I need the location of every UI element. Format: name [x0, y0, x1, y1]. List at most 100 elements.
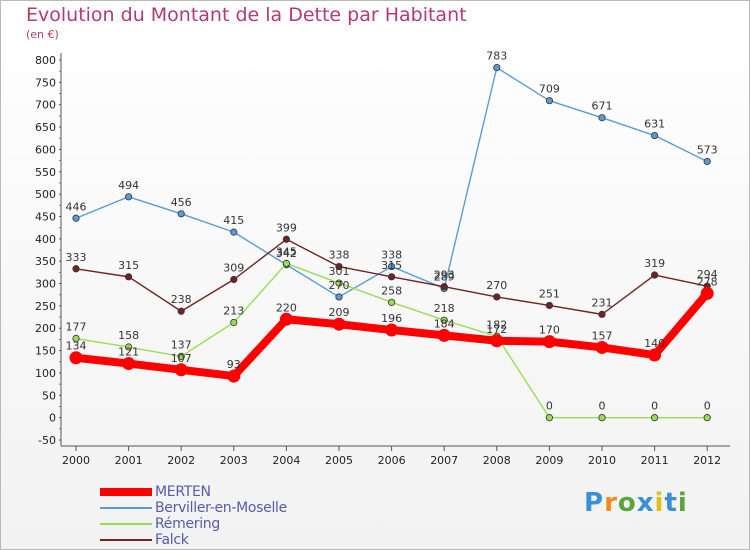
- data-label: 278: [697, 275, 718, 288]
- legend-swatch: [100, 539, 152, 541]
- data-point: [72, 265, 80, 273]
- data-label: 218: [434, 302, 455, 315]
- y-tick-label: 700: [35, 99, 56, 112]
- y-tick-label: 400: [35, 233, 56, 246]
- x-tick-label: 2010: [588, 454, 616, 467]
- data-label: 270: [329, 279, 350, 292]
- data-point: [542, 335, 556, 349]
- data-label: 251: [539, 287, 560, 300]
- data-label: 709: [539, 83, 560, 96]
- chart-title: Evolution du Montant de la Dette par Hab…: [26, 4, 467, 26]
- data-label: 333: [66, 251, 87, 264]
- data-point: [335, 293, 343, 301]
- data-label: 170: [539, 324, 560, 337]
- data-label: 399: [276, 221, 297, 234]
- data-point: [282, 259, 290, 268]
- data-label: 631: [644, 118, 665, 131]
- y-tick-label: 750: [35, 76, 56, 89]
- legend-label: Berviller-en-Moselle: [155, 500, 287, 516]
- data-point: [227, 369, 241, 383]
- logo-letter: x: [636, 488, 655, 518]
- y-tick-label: 500: [35, 188, 56, 201]
- data-label: 134: [66, 340, 87, 353]
- data-point: [282, 235, 290, 243]
- y-tick-label: 100: [35, 367, 56, 380]
- legend-label: Falck: [155, 532, 189, 548]
- data-label: 446: [66, 200, 87, 213]
- data-label: 573: [697, 143, 718, 156]
- data-point: [545, 414, 554, 422]
- data-point: [490, 334, 504, 348]
- y-unit-label: (en €): [26, 28, 59, 41]
- data-point: [650, 131, 659, 140]
- data-label: 671: [592, 100, 613, 113]
- x-tick-label: 2000: [62, 454, 90, 467]
- data-label: 93: [227, 358, 241, 371]
- x-tick-label: 2001: [115, 454, 143, 467]
- data-label: 157: [592, 329, 613, 342]
- data-point: [598, 114, 606, 122]
- logo-letter: i: [654, 488, 665, 518]
- data-point: [177, 352, 185, 360]
- data-point: [125, 193, 133, 201]
- data-label: 196: [381, 312, 402, 325]
- data-point: [598, 414, 606, 422]
- legend-label: Rémering: [155, 516, 220, 532]
- y-tick-label: 800: [35, 54, 56, 67]
- legend-swatch: [100, 507, 152, 509]
- y-tick-label: 450: [35, 210, 56, 223]
- data-label: 177: [66, 321, 87, 334]
- data-label: 0: [704, 400, 711, 413]
- x-tick-label: 2004: [272, 454, 300, 467]
- y-tick-label: 650: [35, 121, 56, 134]
- data-label: 338: [381, 249, 402, 262]
- data-point: [650, 271, 659, 279]
- x-tick-label: 2008: [483, 454, 511, 467]
- legend-swatch: [100, 523, 152, 525]
- data-point: [230, 318, 238, 327]
- data-label: 0: [546, 400, 553, 413]
- data-point: [650, 414, 659, 422]
- data-label: 213: [223, 304, 244, 317]
- logo-letter: P: [584, 488, 605, 518]
- data-label: 783: [486, 50, 507, 63]
- data-label: 107: [171, 352, 192, 365]
- data-label: 0: [651, 400, 658, 413]
- data-point: [595, 340, 609, 354]
- data-label: 456: [171, 196, 192, 209]
- data-label: 231: [592, 296, 613, 309]
- data-point: [230, 228, 238, 236]
- y-tick-label: 250: [35, 300, 56, 313]
- data-point: [437, 328, 451, 342]
- legend-label: MERTEN: [155, 484, 211, 500]
- logo-letter: t: [664, 488, 678, 518]
- data-point: [440, 283, 448, 291]
- data-point: [387, 273, 396, 281]
- data-point: [440, 316, 448, 324]
- data-label: 342: [276, 247, 297, 260]
- legend-swatch: [100, 488, 152, 496]
- data-point: [174, 363, 188, 377]
- data-label: 209: [329, 306, 350, 319]
- y-tick-label: 350: [35, 255, 56, 268]
- data-point: [545, 97, 554, 105]
- y-tick-label: 550: [35, 166, 56, 179]
- y-tick-label: 50: [42, 389, 56, 402]
- data-label: 315: [381, 259, 402, 272]
- data-point: [72, 214, 80, 222]
- x-tick-label: 2009: [535, 454, 563, 467]
- data-point: [72, 334, 80, 343]
- x-tick-label: 2005: [325, 454, 353, 467]
- data-label: 289: [434, 270, 455, 283]
- data-label: 258: [381, 284, 402, 297]
- data-point: [230, 275, 238, 284]
- x-tick-label: 2003: [220, 454, 248, 467]
- y-tick-label: -50: [38, 434, 56, 447]
- data-point: [385, 323, 399, 337]
- data-label: 184: [434, 317, 455, 330]
- data-point: [545, 301, 554, 310]
- x-tick-label: 2007: [430, 454, 458, 467]
- data-point: [387, 298, 396, 306]
- data-point: [598, 310, 606, 318]
